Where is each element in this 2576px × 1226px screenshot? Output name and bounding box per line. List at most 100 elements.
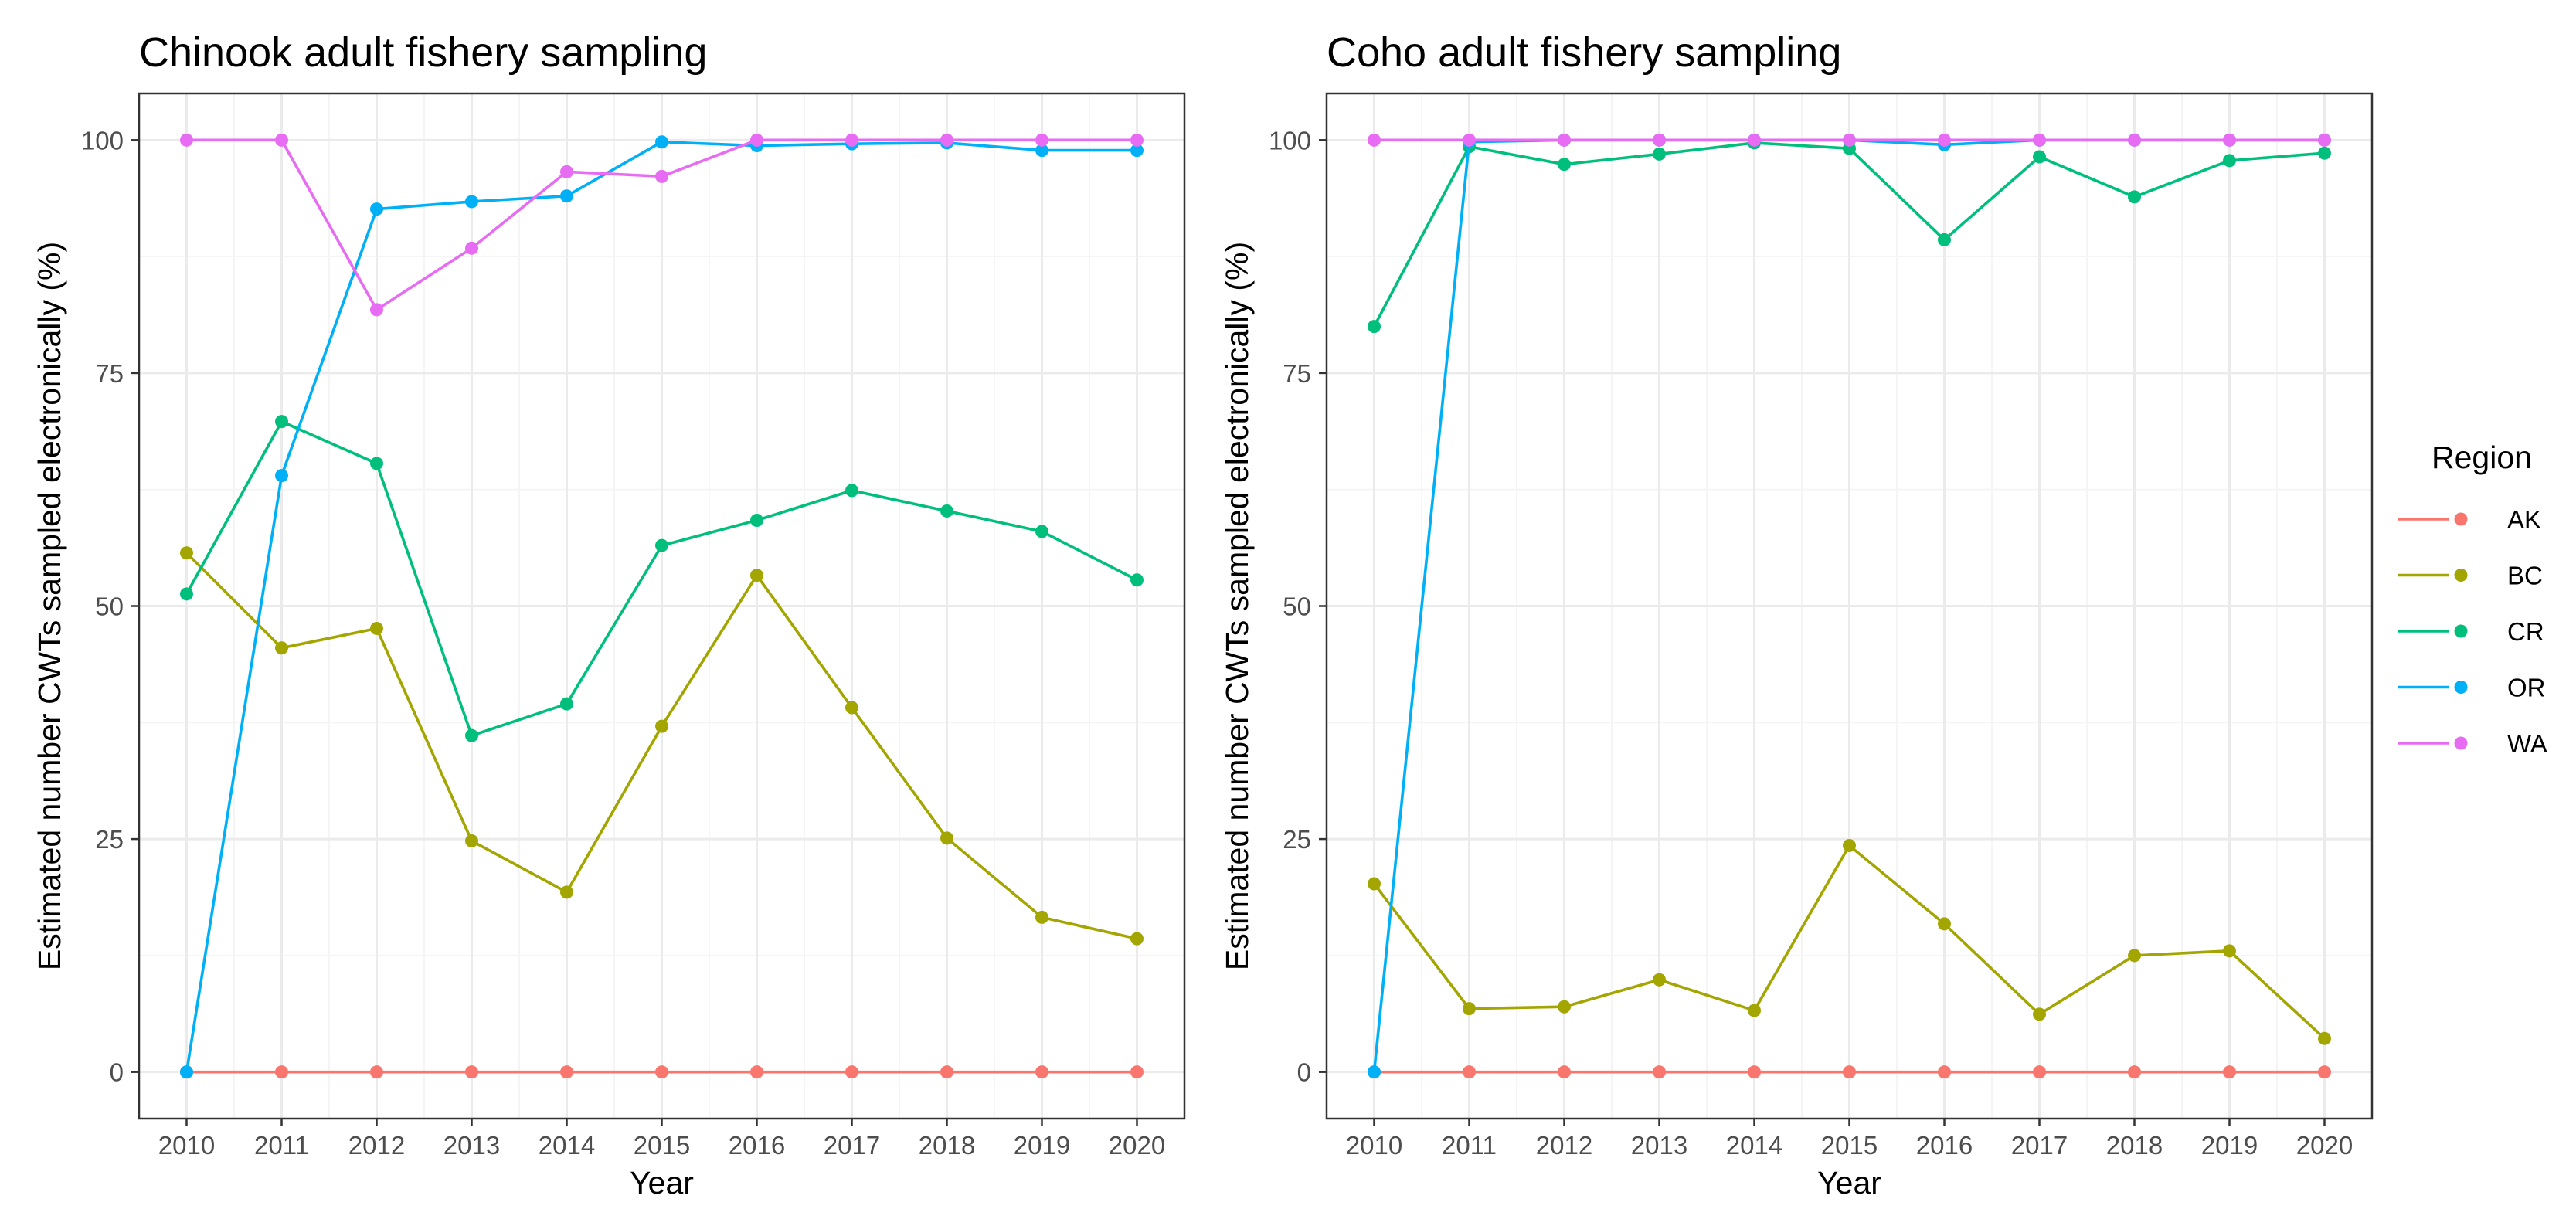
data-point-ak <box>560 1065 573 1079</box>
data-point-ak <box>275 1065 288 1079</box>
y-tick-label: 25 <box>95 825 124 854</box>
data-point-ak <box>1463 1065 1476 1079</box>
data-point-ak <box>1843 1065 1856 1079</box>
data-point-bc <box>2223 944 2236 958</box>
data-point-bc <box>845 701 858 715</box>
x-tick-label: 2020 <box>2296 1131 2353 1160</box>
data-point-cr <box>655 538 668 552</box>
x-tick-label: 2010 <box>158 1131 215 1160</box>
legend-label: WA <box>2507 729 2547 758</box>
legend-item-bc: BC <box>2398 562 2543 590</box>
data-point-or <box>370 202 383 216</box>
data-point-wa <box>2223 133 2236 147</box>
x-tick-label: 2019 <box>1014 1131 1070 1160</box>
data-point-or <box>1130 144 1144 158</box>
data-point-bc <box>940 831 953 845</box>
legend-item-wa: WA <box>2398 729 2547 758</box>
data-point-cr <box>2128 190 2141 204</box>
x-tick-label: 2013 <box>443 1131 500 1160</box>
data-point-bc <box>370 621 383 635</box>
legend-key-point <box>2454 624 2468 638</box>
data-point-wa <box>940 133 953 147</box>
data-point-bc <box>1653 973 1666 987</box>
data-point-ak <box>2318 1065 2331 1079</box>
legend-label: AK <box>2507 505 2541 534</box>
data-point-bc <box>750 569 763 582</box>
data-point-wa <box>1463 133 1476 147</box>
data-point-ak <box>370 1065 383 1079</box>
data-point-ak <box>2033 1065 2046 1079</box>
data-point-cr <box>845 484 858 498</box>
data-point-or <box>1035 144 1048 158</box>
x-tick-label: 2012 <box>1536 1131 1592 1160</box>
series-wa <box>180 133 1144 317</box>
legend-key-point <box>2454 736 2468 750</box>
y-tick-label: 0 <box>110 1058 124 1087</box>
chart-title: Coho adult fishery sampling <box>1327 29 1841 76</box>
data-point-bc <box>1558 1000 1571 1014</box>
data-point-bc <box>180 546 193 560</box>
data-point-bc <box>1130 932 1144 946</box>
data-point-cr <box>2223 154 2236 168</box>
data-point-cr <box>1368 320 1381 334</box>
series-bc <box>180 546 1144 946</box>
legend-label: CR <box>2507 617 2544 646</box>
data-point-bc <box>465 834 478 848</box>
x-tick-label: 2019 <box>2201 1131 2258 1160</box>
data-point-bc <box>1368 877 1381 891</box>
data-point-wa <box>845 133 858 147</box>
data-point-wa <box>1035 133 1048 147</box>
x-tick-label: 2015 <box>634 1131 690 1160</box>
legend-title: Region <box>2432 440 2532 475</box>
legend-key-point <box>2454 512 2468 526</box>
data-point-bc <box>655 719 668 733</box>
data-point-cr <box>1558 158 1571 172</box>
x-tick-label: 2016 <box>1916 1131 1973 1160</box>
data-point-or <box>655 135 668 149</box>
data-point-or <box>180 1065 193 1079</box>
x-tick-label: 2011 <box>254 1131 309 1160</box>
data-point-wa <box>180 133 193 147</box>
x-tick-label: 2018 <box>2106 1131 2163 1160</box>
data-point-wa <box>275 133 288 147</box>
data-point-cr <box>370 457 383 470</box>
data-point-bc <box>1463 1002 1476 1016</box>
x-tick-label: 2012 <box>348 1131 405 1160</box>
data-point-bc <box>2033 1007 2046 1021</box>
data-point-cr <box>1938 233 1951 246</box>
data-point-ak <box>1558 1065 1571 1079</box>
data-point-ak <box>1748 1065 1761 1079</box>
data-point-or <box>275 469 288 483</box>
data-point-wa <box>1748 133 1761 147</box>
legend-key-point <box>2454 569 2468 582</box>
legend: Region AK BC CR OR WA <box>2398 440 2547 758</box>
data-point-wa <box>370 303 383 317</box>
data-point-bc <box>1938 917 1951 931</box>
data-point-wa <box>2033 133 2046 147</box>
data-point-ak <box>1035 1065 1048 1079</box>
chart-title: Chinook adult fishery sampling <box>139 29 707 76</box>
data-point-wa <box>655 169 668 183</box>
x-tick-label: 2011 <box>1442 1131 1497 1160</box>
x-tick-label: 2020 <box>1109 1131 1165 1160</box>
data-point-or <box>1368 1065 1381 1079</box>
data-point-or <box>560 189 573 203</box>
data-point-bc <box>1748 1004 1761 1017</box>
data-point-wa <box>1558 133 1571 147</box>
data-point-ak <box>655 1065 668 1079</box>
data-point-ak <box>940 1065 953 1079</box>
y-tick-label: 75 <box>95 359 124 388</box>
data-point-cr <box>275 415 288 429</box>
data-point-cr <box>1130 573 1144 587</box>
x-tick-label: 2015 <box>1821 1131 1878 1160</box>
series-ak <box>180 1065 1144 1079</box>
y-axis-label: Estimated number CWTs sampled electronic… <box>32 242 67 970</box>
data-point-wa <box>1130 133 1144 147</box>
data-point-ak <box>1130 1065 1144 1079</box>
data-point-cr <box>1035 525 1048 538</box>
x-tick-label: 2014 <box>539 1131 595 1160</box>
data-point-bc <box>275 641 288 655</box>
data-point-bc <box>2128 949 2141 963</box>
data-point-ak <box>2223 1065 2236 1079</box>
